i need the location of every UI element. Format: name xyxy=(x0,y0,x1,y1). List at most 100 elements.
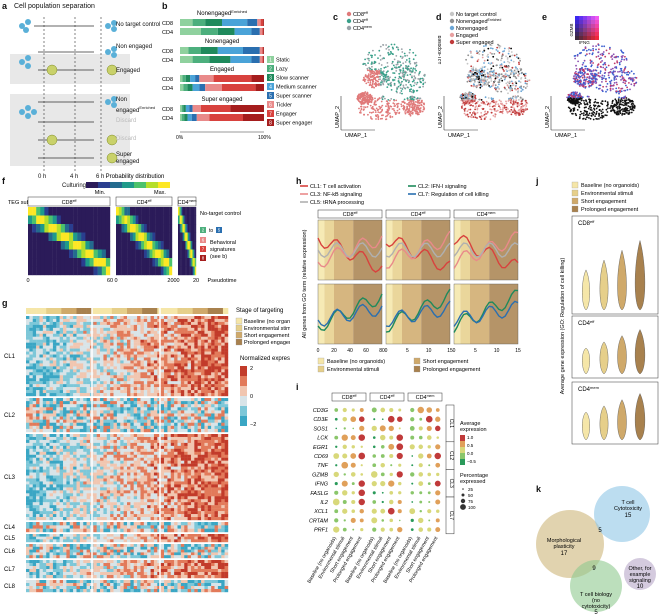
umap-point xyxy=(414,65,417,68)
umap-point xyxy=(490,78,493,80)
umap-point xyxy=(474,94,477,97)
panel-g-heat-cell xyxy=(26,345,30,349)
panel-g-heat-cell xyxy=(116,375,121,379)
umap-point xyxy=(474,96,476,99)
umap-point xyxy=(488,81,490,84)
umap-point xyxy=(505,55,507,58)
panel-g-heat-cell xyxy=(93,372,97,376)
panel-g-heat-cell xyxy=(180,354,185,358)
panel-f-heat-cell xyxy=(85,224,90,233)
panel-g-heat-cell xyxy=(66,333,70,337)
panel-g-heat-cell xyxy=(56,360,60,364)
panel-g-heat-cell xyxy=(32,360,37,364)
panel-g-heat-cell xyxy=(123,336,128,340)
panel-g-heat-cell xyxy=(63,378,67,382)
umap-point xyxy=(511,106,514,109)
panel-g-stage-bar xyxy=(26,308,32,314)
panel-g-heat-cell xyxy=(190,339,195,343)
panel-g-heat-cell xyxy=(116,333,121,337)
panel-g-heat-cell xyxy=(137,387,141,391)
panel-f-group-label: CD8eff xyxy=(62,199,77,206)
umap-point xyxy=(476,100,479,103)
umap-point xyxy=(590,60,593,63)
umap-point xyxy=(570,92,573,95)
umap-point xyxy=(480,101,483,104)
panel-f: Probability distribution Min. Max. TEG subt… xyxy=(0,170,265,290)
panel-f-heat-cell xyxy=(121,266,125,276)
umap-point xyxy=(625,57,628,60)
umap-point xyxy=(464,107,467,110)
panel-f-heat-cell xyxy=(155,224,159,233)
panel-f-heat-cell xyxy=(144,207,147,216)
umap-point xyxy=(527,79,530,82)
panel-g-stage-bar xyxy=(111,308,118,314)
umap-point xyxy=(599,75,601,78)
panel-f-heat-cell xyxy=(28,232,33,242)
umap-point xyxy=(480,112,483,114)
umap-point xyxy=(601,115,604,118)
umap-point xyxy=(482,83,485,86)
panel-g-heat-cell xyxy=(184,363,188,367)
panel-f-heat-cell xyxy=(85,249,90,259)
panel-g-heat-cell xyxy=(106,390,111,394)
panel-f-heat-cell xyxy=(60,215,66,225)
panel-g-heat-cell xyxy=(66,369,70,373)
panel-g-heat-cell xyxy=(133,384,138,388)
panel-f-heat-cell xyxy=(152,207,156,216)
panel-f-heat-cell xyxy=(105,249,111,259)
umap-point xyxy=(612,84,615,87)
umap-point xyxy=(403,87,406,90)
panel-g-heat-cell xyxy=(137,384,141,388)
panel-f-heat-cell xyxy=(146,266,150,276)
umap-point xyxy=(518,99,520,101)
panel-g-heat-cell xyxy=(130,372,134,376)
panel-b-bar-segment xyxy=(190,75,196,82)
umap-point xyxy=(368,59,370,62)
panel-g-heat-cell xyxy=(103,384,107,388)
panel-g-heat-cell xyxy=(52,330,57,334)
panel-b-bar-segment xyxy=(259,47,263,54)
panel-g-heat-cell xyxy=(180,318,185,323)
panel-g-heat-cell xyxy=(116,339,121,343)
panel-b-legend-swatch xyxy=(267,74,274,81)
bivariate-key-cell xyxy=(595,24,599,28)
umap-point xyxy=(603,75,606,77)
panel-g-heat-cell xyxy=(39,345,44,349)
panel-g-heat-cell xyxy=(224,327,229,332)
panel-b-legend-label: Engager xyxy=(276,112,297,118)
umap-point xyxy=(510,108,513,111)
panel-f-heat-cell xyxy=(190,207,192,216)
panel-g-heat-cell xyxy=(194,336,198,340)
panel-b-bar-segment xyxy=(180,75,183,82)
panel-a-label: a xyxy=(2,1,8,11)
umap-point xyxy=(574,102,577,105)
panel-f-heat-cell xyxy=(169,249,173,259)
panel-g-heat-cell xyxy=(211,333,215,337)
panel-g-heat-cell xyxy=(76,348,81,352)
umap-point xyxy=(598,57,601,60)
umap-xlabel: UMAP_1 xyxy=(345,133,367,138)
panel-f-heat-cell xyxy=(141,224,145,233)
panel-f-heat-cell xyxy=(160,266,164,276)
panel-g-heat-cell xyxy=(69,327,74,332)
panel-b-row-label: CD4 xyxy=(162,58,173,64)
panel-g-heat-cell xyxy=(26,375,30,379)
panel-a-row-1: No target control xyxy=(116,22,161,28)
panel-g-heat-cell xyxy=(180,351,185,355)
panel-g-heat-cell xyxy=(39,324,44,329)
panel-f-heat-cell xyxy=(191,266,193,276)
panel-b-bar-segment xyxy=(217,47,243,54)
panel-g-heat-cell xyxy=(103,381,107,385)
umap-point xyxy=(375,84,378,87)
panel-g-heat-cell xyxy=(93,316,97,320)
panel-g-heat-cell xyxy=(110,336,114,340)
panel-g-heat-cell xyxy=(204,327,208,332)
panel-g-heat-cell xyxy=(120,381,124,385)
panel-g-heat-cell xyxy=(167,366,171,370)
umap-point xyxy=(613,79,616,81)
umap-point xyxy=(415,89,418,92)
panel-f-heat-cell xyxy=(60,241,66,250)
panel-g-heat-cell xyxy=(150,342,155,346)
panel-g-heat-cell xyxy=(83,339,87,343)
umap-point xyxy=(575,96,577,99)
